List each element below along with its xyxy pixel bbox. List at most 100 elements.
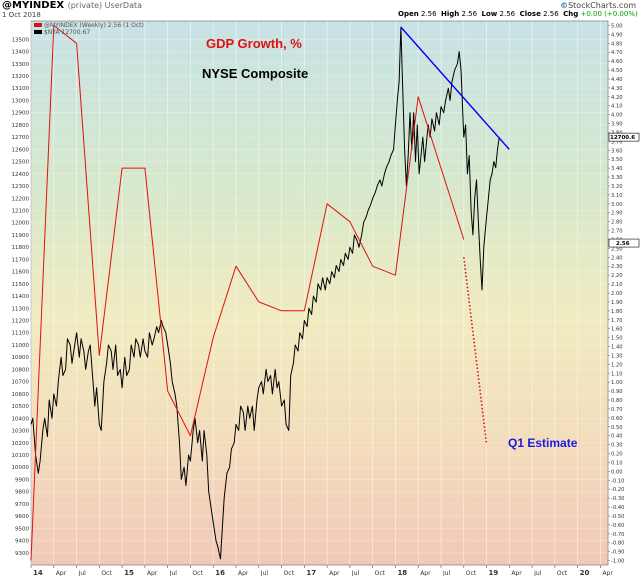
left-tick-label: 10600	[12, 392, 30, 398]
left-tick-label: 13000	[12, 98, 30, 104]
x-tick-label: Apr	[238, 570, 249, 576]
left-tick-label: 12900	[12, 111, 30, 117]
last-value-tags: 12700.6 2.56	[608, 132, 640, 248]
right-tick-label: 3.70	[611, 139, 623, 145]
x-tick-label: Jul	[351, 570, 360, 576]
left-axis: 9300 9400 9500 9600 9700 9800 9900 10000 10100 10…	[12, 37, 30, 556]
legend-entry-nya: $NYA 12700.67	[44, 29, 90, 36]
x-tick-label: Apr	[329, 570, 340, 576]
right-tick-label: 0.80	[611, 398, 623, 404]
left-tick-label: 9600	[15, 514, 29, 520]
x-tick-label: Oct	[192, 570, 203, 576]
left-tick-label: 11600	[12, 270, 30, 276]
stockcharts-credit: ©StockCharts.com	[560, 1, 636, 10]
right-tick-label: -0.60	[611, 523, 624, 529]
q1-estimate-label: Q1 Estimate	[508, 436, 578, 450]
right-tick-label: -1.00	[611, 559, 624, 565]
left-tick-label: 10300	[12, 429, 30, 435]
left-tick-label: 13200	[12, 74, 30, 80]
grid	[30, 21, 608, 565]
left-tick-label: 13300	[12, 62, 30, 68]
plot-background	[30, 20, 609, 566]
x-tick-label: 17	[306, 569, 316, 576]
right-tick-label: -0.80	[611, 541, 624, 547]
right-tick-label: -0.90	[611, 550, 624, 556]
x-tick-label: Apr	[602, 570, 613, 576]
chg-value: +0.00 (+0.00%)	[580, 10, 638, 18]
nyse-composite-label: NYSE Composite	[202, 66, 308, 81]
x-tick-label: 19	[489, 569, 499, 576]
left-tick-label: 11500	[12, 282, 30, 288]
right-tick-label: 3.20	[611, 184, 623, 190]
right-tick-label: 3.60	[611, 148, 623, 154]
x-tick-label: Apr	[56, 570, 67, 576]
right-tick-label: 3.30	[611, 175, 623, 181]
right-tick-label: -0.10	[611, 478, 624, 484]
right-tick-label: -0.50	[611, 514, 624, 520]
chg-label: Chg	[563, 10, 579, 18]
left-tick-label: 11400	[12, 294, 30, 300]
left-tick-label: 11100	[12, 331, 30, 337]
left-tick-label: 11700	[12, 257, 30, 263]
x-tick-label: Jul	[260, 570, 269, 576]
nya-last-value: 12700.6	[610, 135, 635, 141]
right-tick-label: 4.80	[611, 41, 623, 47]
left-tick-label: 12300	[12, 184, 30, 190]
legend-swatch-nya	[34, 30, 42, 34]
right-tick-label: 0.60	[611, 416, 623, 422]
left-tick-label: 11900	[12, 233, 30, 239]
left-tick-label: 10800	[12, 367, 30, 373]
left-tick-label: 10500	[12, 404, 30, 410]
right-tick-label: 4.70	[611, 50, 623, 56]
open-label: Open	[398, 10, 419, 18]
left-tick-label: 11000	[12, 343, 30, 349]
gdp-growth-label: GDP Growth, %	[206, 36, 302, 51]
right-tick-label: -0.30	[611, 496, 624, 502]
left-tick-label: 10100	[12, 453, 30, 459]
left-tick-label: 10400	[12, 416, 30, 422]
left-tick-label: 9300	[15, 551, 29, 557]
left-tick-label: 11800	[12, 245, 30, 251]
gdp-last-value: 2.56	[616, 241, 630, 247]
x-tick-label: Oct	[101, 570, 112, 576]
x-tick-label: Jul	[169, 570, 178, 576]
symbol-name: @MYINDEX	[2, 0, 65, 11]
left-tick-label: 9700	[15, 502, 29, 508]
x-tick-label: Apr	[420, 570, 431, 576]
chart-date: 1 Oct 2018	[2, 11, 41, 19]
right-tick-label: 1.20	[611, 362, 623, 368]
right-tick-label: -0.40	[611, 505, 624, 511]
left-tick-label: 13500	[12, 37, 30, 43]
right-tick-label: 4.40	[611, 77, 623, 83]
high-value: 2.56	[461, 10, 478, 18]
gdp-last-value-box	[608, 238, 640, 248]
left-tick-label: 12500	[12, 160, 30, 166]
left-tick-label: 12600	[12, 147, 30, 153]
right-tick-label: 0.70	[611, 407, 623, 413]
right-tick-label: 2.20	[611, 273, 623, 279]
right-tick-label: 1.50	[611, 336, 623, 342]
left-tick-label: 12100	[12, 208, 30, 214]
left-tick-label: 11300	[12, 306, 30, 312]
x-tick-label: 16	[215, 569, 225, 576]
legend-swatch-myindex	[34, 23, 42, 27]
legend: @MYINDEX (Weekly) 2.56 (1 Oct) $NYA 1270…	[34, 22, 144, 36]
x-axis: 14 Apr Jul Oct 15 Apr Jul Oct 16 Apr Jul Oct 17 Apr Ju…	[30, 565, 613, 576]
right-tick-label: 4.50	[611, 68, 623, 74]
left-tick-label: 9800	[15, 490, 29, 496]
right-tick-label: 2.40	[611, 255, 623, 261]
right-tick-label: 1.60	[611, 327, 623, 333]
series-myindex	[30, 25, 465, 561]
x-tick-label: Jul	[533, 570, 542, 576]
left-tick-label: 12200	[12, 196, 30, 202]
left-tick-label: 11200	[12, 319, 30, 325]
right-tick-label: 2.70	[611, 229, 623, 235]
series-lines	[30, 25, 510, 561]
right-tick-label: 3.00	[611, 202, 623, 208]
right-tick-label: 3.50	[611, 157, 623, 163]
close-label: Close	[519, 10, 541, 18]
left-tick-label: 13100	[12, 86, 30, 92]
right-tick-label: 0.40	[611, 434, 623, 440]
right-tick-label: 4.90	[611, 32, 623, 38]
right-tick-label: 2.00	[611, 291, 623, 297]
